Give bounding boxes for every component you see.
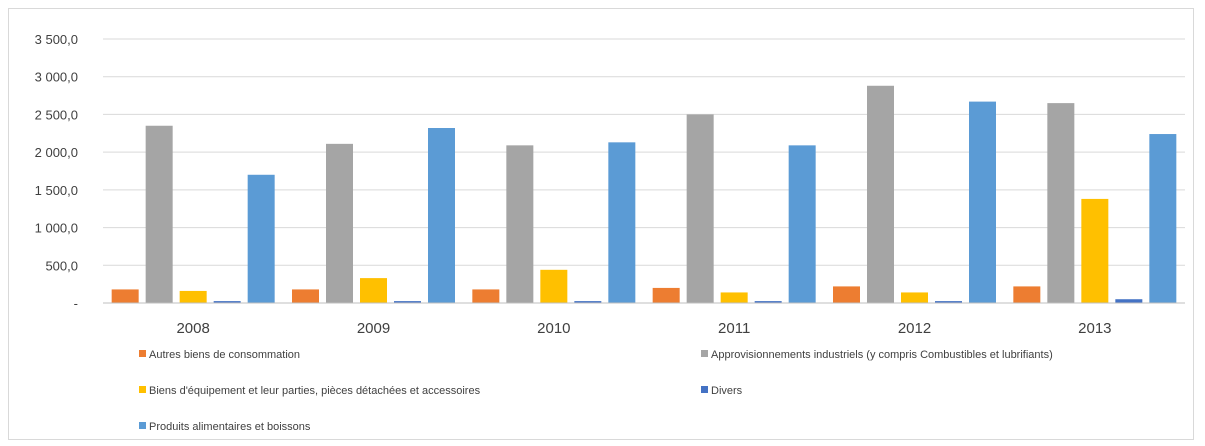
y-tick-label: 2 000,0 [35,145,78,160]
bar-approvisionnements-2009 [326,143,353,303]
legend-label: Divers [711,385,743,397]
y-axis-ticks: - 500,0 1 000,0 1 500,0 2 000,0 2 500,0 3 000,… [35,32,78,311]
bar-biens-2012 [901,292,928,303]
legend-swatch [701,350,708,357]
y-tick-label: 1 000,0 [35,221,78,236]
x-tick-label: 2011 [718,320,750,337]
bar-divers-2012 [935,301,962,303]
y-tick-label: 1 500,0 [35,183,78,198]
legend-label: Autres biens de consommation [149,349,300,361]
bar-autres-2009 [292,289,319,303]
legend-item: Autres biens de consommation [139,349,300,361]
bar-divers-2013 [1115,299,1143,303]
bars [111,85,1177,303]
legend-item: Divers [701,385,743,397]
bar-approvisionnements-2013 [1047,103,1075,303]
x-tick-label: 2008 [176,320,209,337]
legend: Autres biens de consommation Approvisionn… [139,349,1053,433]
y-tick-label: 2 500,0 [35,107,78,122]
gridlines [103,38,1185,266]
bar-divers-2009 [394,301,421,303]
bar-biens-2009 [360,278,387,303]
legend-item: Biens d'équipement et leur parties, pièc… [139,385,481,397]
bar-chart: - 500,0 1 000,0 1 500,0 2 000,0 2 500,0 3 000,… [35,32,1185,433]
bar-produits-2013 [1149,134,1177,303]
bar-approvisionnements-2008 [145,125,173,303]
y-tick-label: 3 000,0 [35,70,78,85]
bar-biens-2013 [1081,198,1109,303]
x-tick-label: 2009 [357,320,390,337]
legend-item: Approvisionnements industriels (y compri… [701,349,1053,361]
bar-produits-2011 [788,145,816,303]
bar-biens-2011 [720,292,748,303]
bar-produits-2010 [608,142,636,303]
bar-autres-2012 [833,286,860,303]
bar-produits-2012 [969,101,996,303]
bar-biens-2008 [179,290,207,303]
legend-swatch [139,386,146,393]
bar-produits-2009 [428,128,455,303]
bar-approvisionnements-2011 [686,114,714,303]
x-axis-ticks: 2008 2009 2010 2011 2012 2013 [176,320,1111,337]
y-tick-label: - [74,296,78,311]
y-tick-label: 500,0 [45,258,78,273]
bar-biens-2010 [540,269,568,303]
bar-autres-2008 [111,289,139,303]
bar-produits-2008 [247,174,275,303]
bar-autres-2011 [652,287,680,303]
x-tick-label: 2010 [537,320,570,337]
legend-label: Biens d'équipement et leur parties, pièc… [149,385,481,397]
legend-swatch [139,350,146,357]
legend-swatch [139,422,146,429]
bar-divers-2008 [213,301,241,303]
bar-autres-2010 [472,289,500,303]
legend-label: Produits alimentaires et boissons [149,421,311,433]
legend-item: Produits alimentaires et boissons [139,421,311,433]
y-tick-label: 3 500,0 [35,32,78,47]
bar-approvisionnements-2010 [506,145,534,303]
bar-divers-2010 [574,301,602,303]
bar-autres-2013 [1013,286,1041,303]
x-tick-label: 2012 [898,320,931,337]
x-tick-label: 2013 [1078,320,1111,337]
bar-approvisionnements-2012 [867,85,894,303]
legend-swatch [701,386,708,393]
chart-frame: - 500,0 1 000,0 1 500,0 2 000,0 2 500,0 3 000,… [8,8,1194,440]
legend-label: Approvisionnements industriels (y compri… [711,349,1053,361]
bar-divers-2011 [754,301,782,303]
